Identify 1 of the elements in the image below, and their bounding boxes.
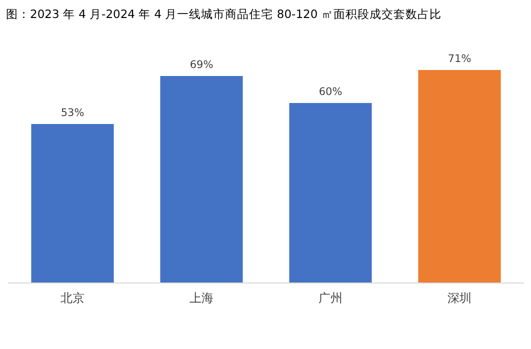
title: 图：2023 年 4 月-2024 年 4 月一线城市商品住宅 80-120 ㎡面积段成交套数占比	[6, 7, 442, 21]
